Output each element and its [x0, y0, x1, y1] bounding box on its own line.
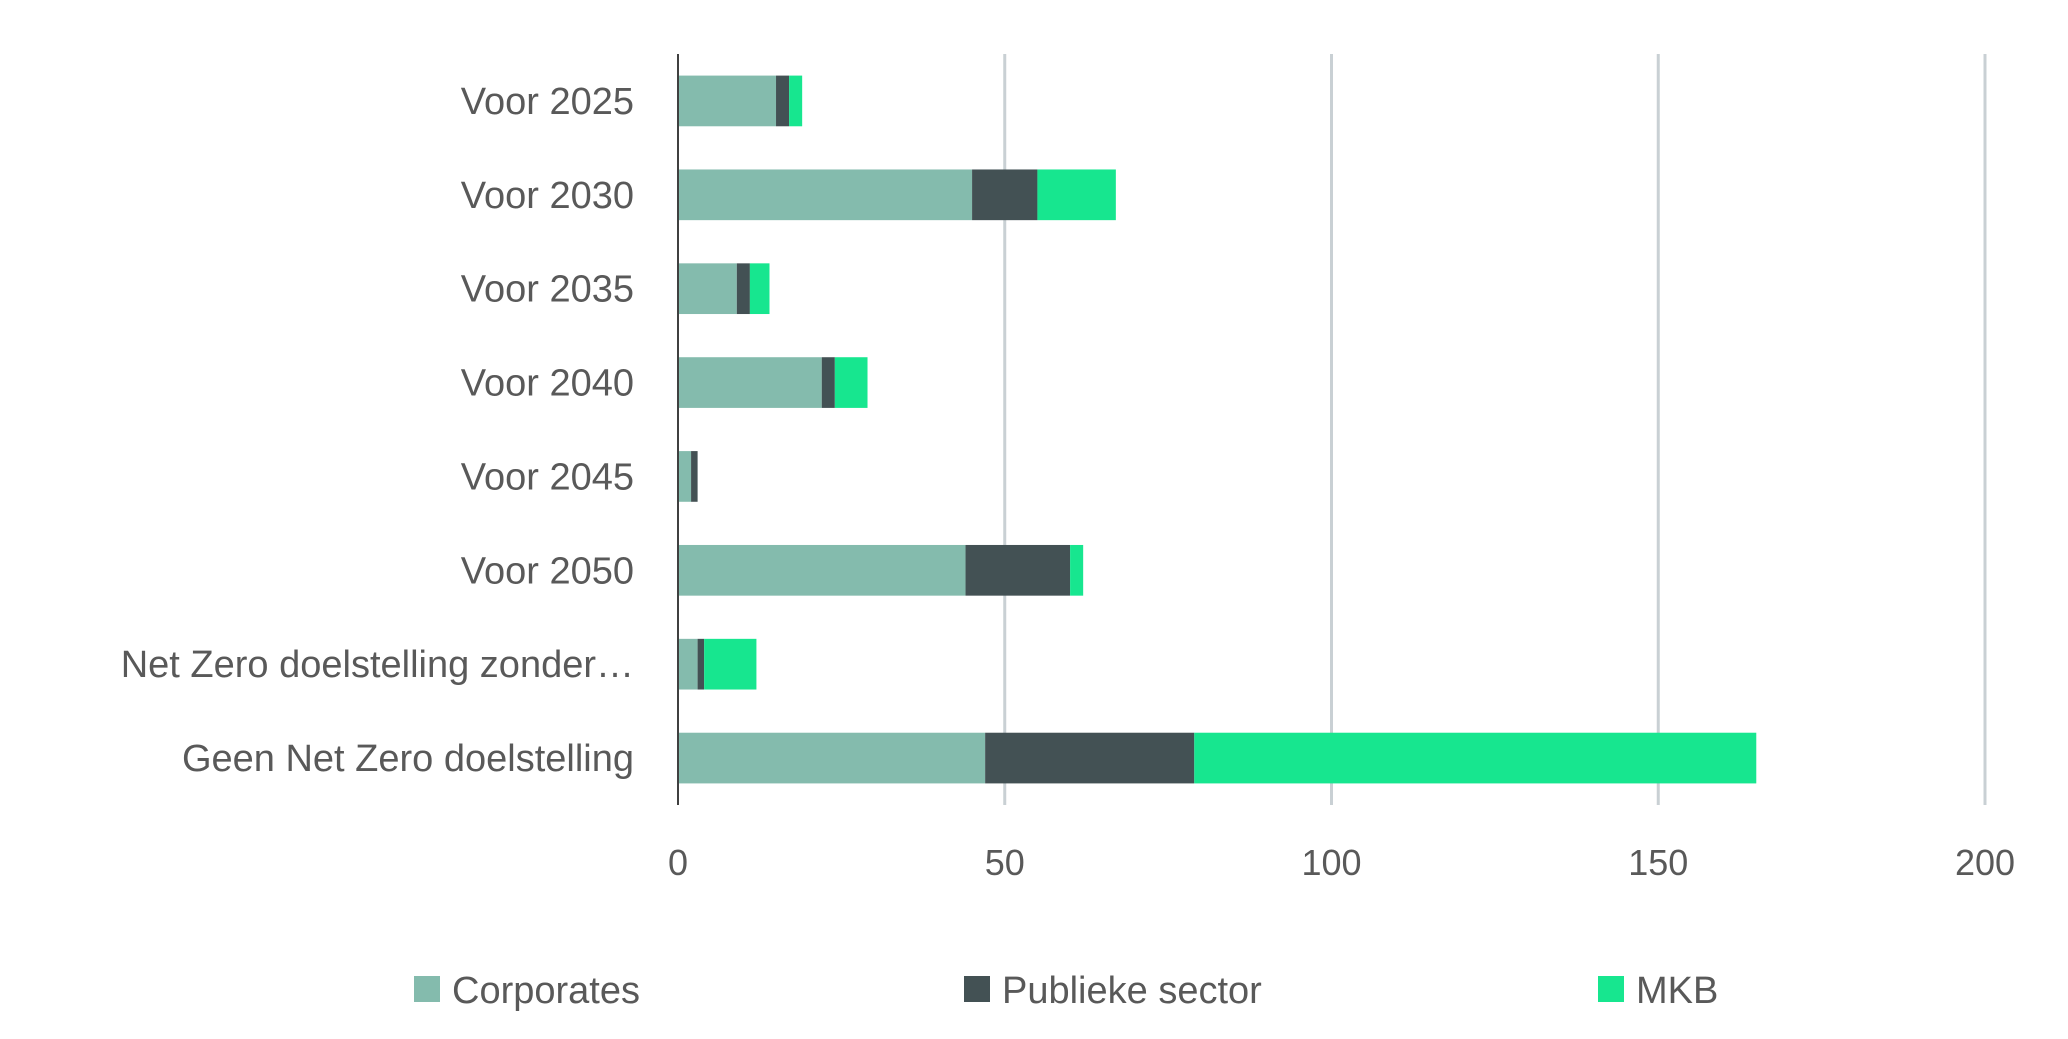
bar-6-series-1: [678, 544, 966, 596]
bar-8-series-2: [985, 732, 1195, 784]
bar-2-series-1: [678, 169, 973, 221]
category-label-4: Voor 2040: [461, 363, 634, 405]
bar-4-series-2: [821, 357, 835, 408]
category-labels: Voor 2025 Voor 2030 Voor 2035 Voor 2040 Voor…: [121, 81, 634, 780]
category-label-5: Voor 2045: [461, 456, 634, 498]
bar-8-series-3: [1194, 732, 1757, 784]
bar-1-series-1: [678, 75, 777, 127]
category-label-6: Voor 2050: [461, 550, 634, 592]
gridlines: [1003, 54, 1987, 805]
bar-1-series-2: [776, 75, 790, 127]
bar-7-series-1: [678, 638, 698, 690]
bar-8-series-1: [678, 732, 986, 784]
bar-7-series-3: [704, 638, 757, 690]
legend-swatch-1: [414, 976, 440, 1002]
category-label-7: Net Zero doelstelling zonder…: [121, 644, 634, 686]
bar-4-series-3: [834, 357, 868, 408]
category-label-1: Voor 2025: [461, 81, 634, 123]
x-tick-labels: 0 50 100 150 200: [668, 842, 2015, 883]
x-tick-label-200: 200: [1955, 842, 2015, 883]
x-tick-label-50: 50: [985, 842, 1025, 883]
legend-label-1: Corporates: [452, 970, 640, 1012]
x-tick-label-100: 100: [1301, 842, 1361, 883]
bar-5-series-2: [691, 451, 698, 502]
category-label-3: Voor 2035: [461, 269, 634, 311]
legend-swatch-3: [1598, 976, 1624, 1002]
x-tick-label-150: 150: [1628, 842, 1688, 883]
bar-3-series-1: [678, 263, 737, 315]
legend-label-2: Publieke sector: [1002, 970, 1262, 1012]
bars: [678, 75, 1757, 784]
bar-5-series-1: [678, 451, 692, 502]
category-label-8: Geen Net Zero doelstelling: [182, 738, 634, 780]
bar-2-series-3: [1037, 169, 1116, 221]
bar-7-series-2: [697, 638, 705, 690]
bar-2-series-2: [972, 169, 1038, 221]
x-tick-label-0: 0: [668, 842, 688, 883]
bar-3-series-2: [736, 263, 750, 315]
legend-label-3: MKB: [1636, 970, 1718, 1012]
bar-6-series-2: [965, 544, 1071, 596]
bar-1-series-3: [789, 75, 803, 127]
bar-6-series-3: [1070, 544, 1084, 596]
category-label-2: Voor 2030: [461, 175, 634, 217]
legend: Corporates Publieke sector MKB: [414, 970, 1718, 1012]
bar-4-series-1: [678, 357, 822, 408]
bar-3-series-3: [749, 263, 770, 315]
legend-swatch-2: [964, 976, 990, 1002]
